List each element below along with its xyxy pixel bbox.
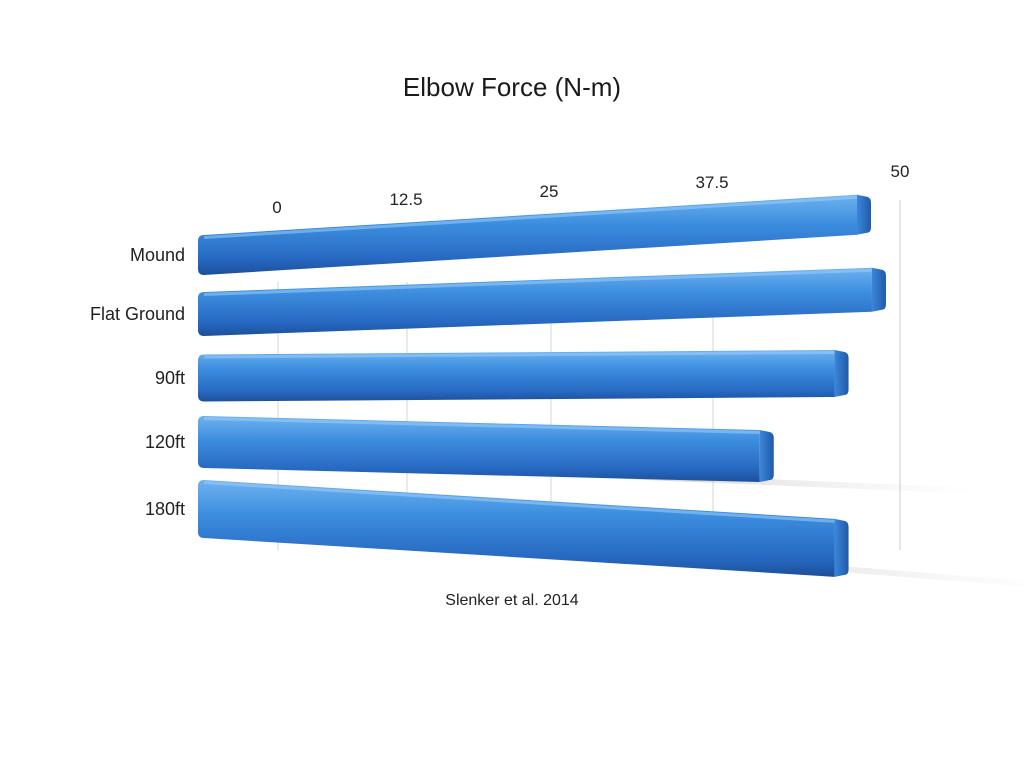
x-tick-label: 25 (540, 182, 559, 201)
bar (198, 267, 886, 336)
x-tick-label: 37.5 (695, 173, 728, 192)
x-tick-labels: 0 12.5 25 37.5 50 (272, 162, 909, 217)
bars (198, 194, 886, 577)
x-tick-label: 50 (891, 162, 910, 181)
category-label: 90ft (155, 368, 185, 388)
bar (198, 350, 849, 402)
category-label: 120ft (145, 432, 185, 452)
category-label: Mound (130, 245, 185, 265)
category-label: Flat Ground (90, 304, 185, 324)
x-tick-label: 0 (272, 198, 281, 217)
category-labels: Mound Flat Ground 90ft 120ft 180ft (90, 245, 185, 519)
bar (198, 480, 849, 577)
chart-title: Elbow Force (N-m) (402, 72, 622, 102)
category-label: 180ft (145, 499, 185, 519)
source-note: Slenker et al. 2014 (445, 592, 579, 609)
x-tick-label: 12.5 (389, 190, 422, 209)
bar (198, 194, 871, 275)
bar (198, 416, 774, 483)
